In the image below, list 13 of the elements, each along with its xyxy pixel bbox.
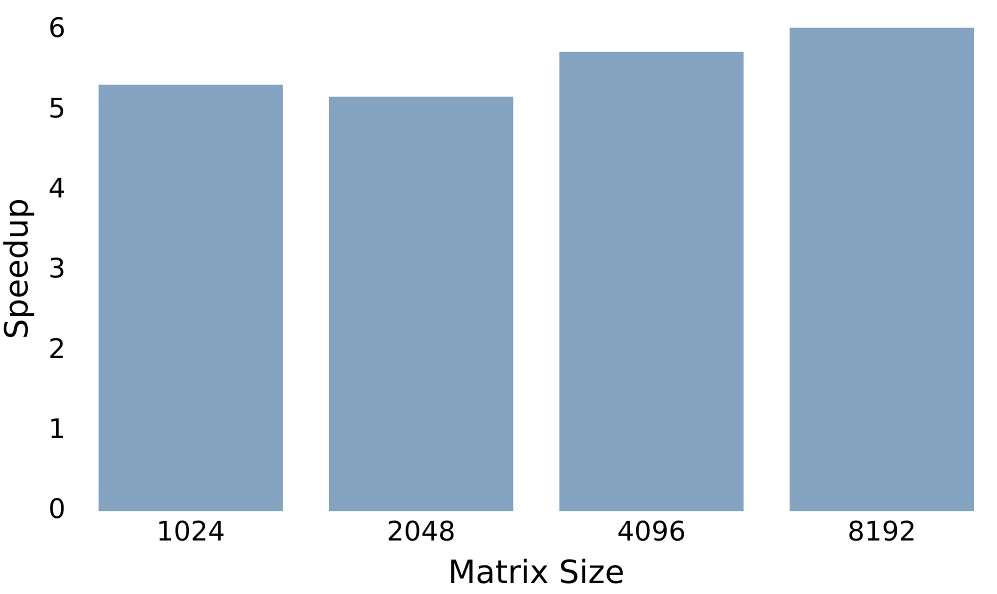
y-tick-label: 2 (48, 334, 66, 365)
x-tick-label: 2048 (386, 516, 456, 548)
x-axis-title: Matrix Size (448, 553, 625, 592)
y-tick-label: 1 (48, 414, 66, 446)
y-tick-label: 5 (48, 93, 66, 124)
y-tick-label: 0 (48, 494, 66, 526)
y-tick-label: 3 (48, 254, 66, 285)
x-tick-label: 1024 (156, 516, 226, 548)
x-tick-label: 8192 (847, 516, 916, 548)
y-tick-label: 6 (48, 13, 66, 44)
y-tick-label: 4 (48, 174, 66, 205)
y-axis-title: Speedup (0, 198, 36, 340)
x-tick-label: 4096 (617, 516, 686, 548)
